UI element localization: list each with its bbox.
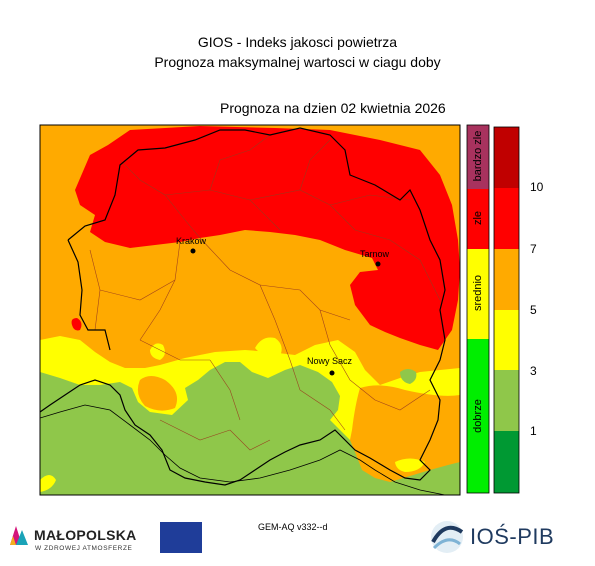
city-marker-krakow bbox=[190, 248, 196, 254]
category-legend bbox=[466, 124, 490, 494]
map-frame bbox=[39, 124, 461, 496]
city-label-tarnow: Tarnow bbox=[360, 249, 390, 259]
scale-band-1 bbox=[494, 431, 519, 493]
city-label-krakow: Krakow bbox=[176, 236, 207, 246]
category-label-dobrze: dobrze bbox=[472, 399, 484, 433]
county-borders bbox=[89, 134, 441, 451]
scale-tick: 5 bbox=[530, 303, 537, 317]
category-bar-dobrze bbox=[467, 339, 489, 493]
category-bar-bardzo-zle bbox=[467, 125, 489, 189]
malopolska-logo-subtitle: W ZDROWEJ ATMOSFERZE bbox=[35, 545, 133, 552]
zone-yellow-spot bbox=[255, 337, 282, 357]
eu-life-logo bbox=[160, 522, 202, 553]
scale-band-3 bbox=[494, 310, 519, 370]
city-marker-nowy-sacz bbox=[329, 370, 335, 376]
scale-tick: 1 bbox=[530, 424, 537, 438]
scale-tick: 10 bbox=[530, 180, 544, 194]
scale-band-5 bbox=[494, 188, 519, 249]
malopolska-logo-text: MAŁOPOLSKA bbox=[34, 527, 137, 543]
zone-yellow-fringe bbox=[395, 458, 425, 472]
voivodeship-border bbox=[40, 127, 446, 486]
voivodeship-border bbox=[67, 239, 111, 351]
city-marker-tarnow bbox=[375, 261, 381, 267]
state-border bbox=[40, 404, 446, 495]
category-bar-srednio bbox=[467, 249, 489, 339]
forecast-date: Prognoza na dzien 02 kwietnia 2026 bbox=[220, 100, 446, 116]
malopolska-logo-icon bbox=[10, 526, 28, 545]
scale-band-6 bbox=[494, 127, 519, 188]
index-scale bbox=[493, 126, 520, 494]
scale-band-4 bbox=[494, 249, 519, 310]
map-title: GIOS - Indeks jakosci powietrza bbox=[197, 34, 398, 50]
category-label-bardzo-zle: bardzo zle bbox=[472, 130, 484, 182]
zone-green bbox=[40, 362, 460, 495]
ios-pib-logo-text: IOŚ-PIB bbox=[470, 524, 555, 549]
zone-red bbox=[75, 126, 460, 350]
zone-red-spot bbox=[71, 318, 82, 331]
scale-tick: 7 bbox=[530, 242, 537, 256]
zone-green-spot bbox=[400, 369, 417, 384]
zone-orange-patch bbox=[347, 385, 460, 495]
category-label-zle: zle bbox=[472, 210, 484, 226]
scale-band-2 bbox=[494, 370, 519, 431]
zone-orange-patch bbox=[137, 376, 178, 411]
city-label-nowy-sacz: Nowy Sacz bbox=[307, 356, 353, 366]
scale-tick: 3 bbox=[530, 364, 537, 378]
category-label-srednio: srednio bbox=[472, 274, 484, 312]
category-bar-zle bbox=[467, 189, 489, 249]
model-version: GEM-AQ v332--d bbox=[258, 522, 328, 532]
ios-pib-logo-icon bbox=[431, 521, 464, 553]
zone-yellow-spot bbox=[150, 343, 165, 360]
zone-yellow-fringe bbox=[40, 475, 56, 492]
map-subtitle: Prognoza maksymalnej wartosci w ciagu do… bbox=[154, 54, 441, 70]
